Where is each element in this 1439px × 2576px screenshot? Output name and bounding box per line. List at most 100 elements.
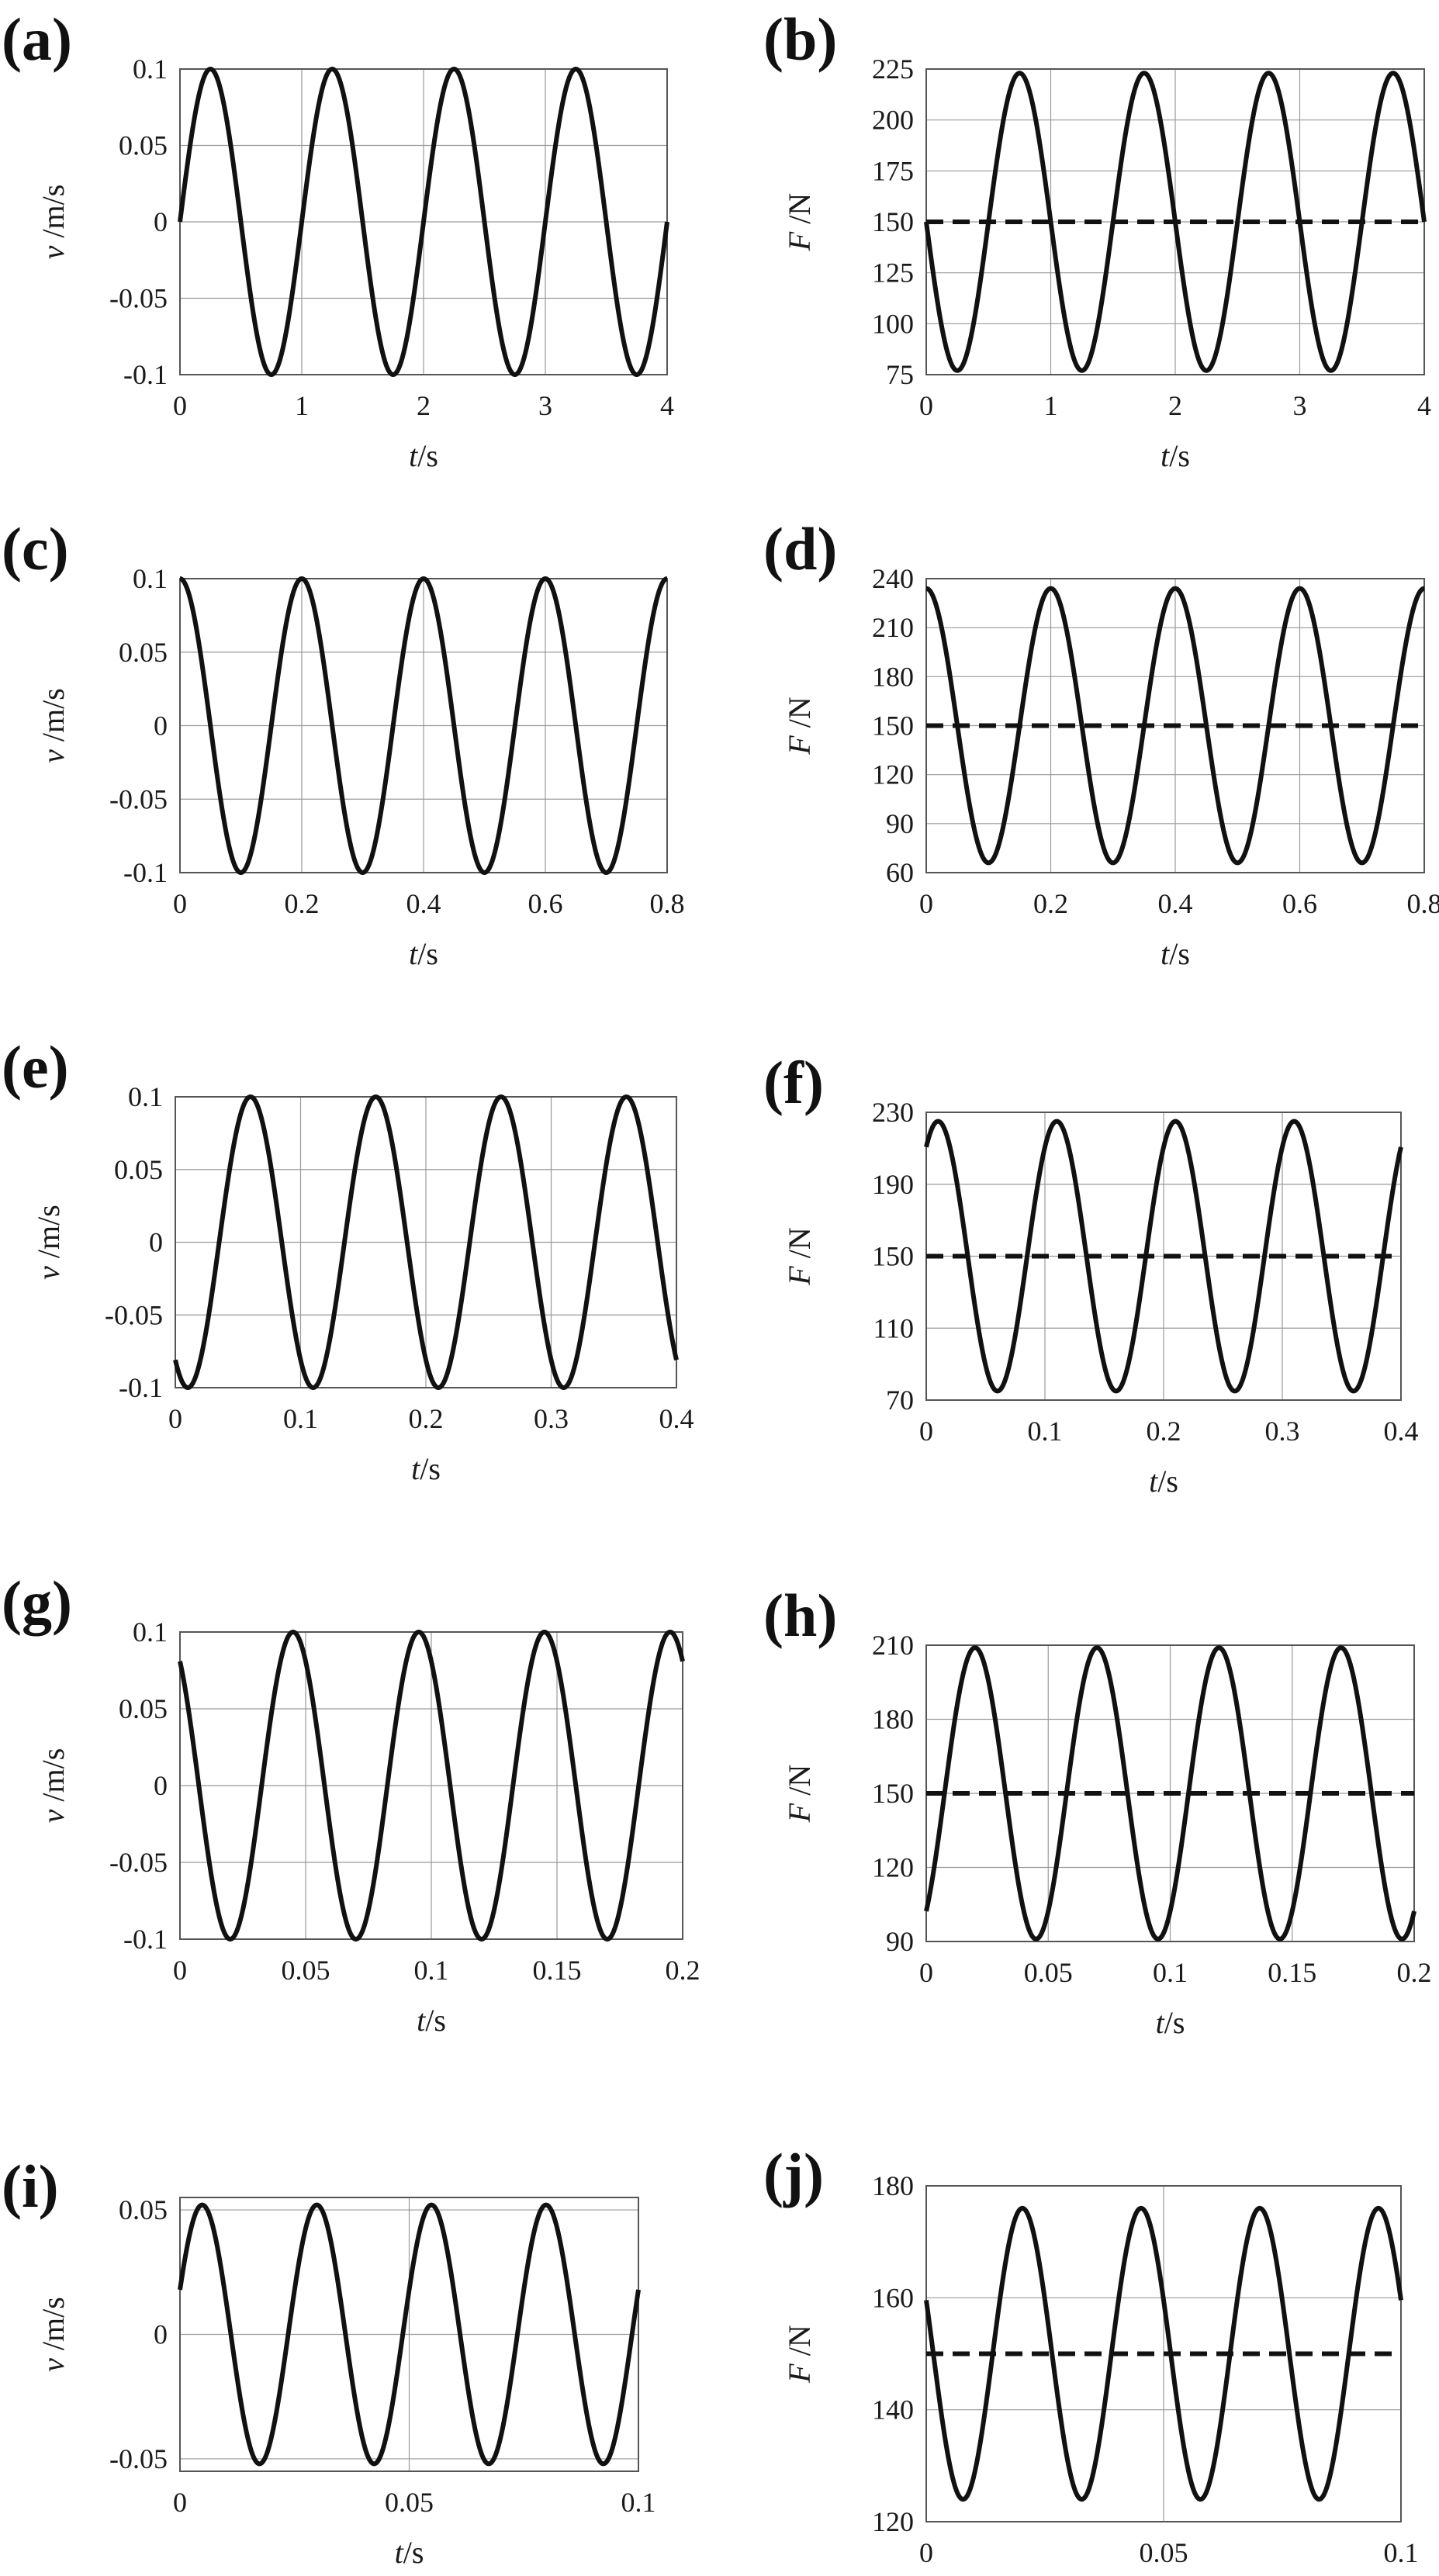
x-tick-label: 0.15 [533,1955,582,1986]
series-waveform [178,2202,641,2467]
y-tick-label: -0.05 [105,1299,163,1330]
chart-panel-a: 0 1 2 3 4 0.1 0.05 0 -0.05 -0.1 t/s v /m/s (a) [2,5,674,473]
y-tick-label: 0.05 [119,1693,168,1724]
x-axis-title: t/s [409,936,438,971]
y-tick-label: 90 [886,808,914,839]
y-tick-label: 120 [872,2506,914,2537]
series-waveform [924,2205,1403,2502]
y-tick-label: 175 [872,155,914,186]
y-tick-label: -0.1 [119,1372,163,1403]
y-tick-label: 180 [872,1704,914,1735]
x-axis-title: t/s [1161,438,1190,473]
y-axis-title: v /m/s [36,1748,71,1824]
panel-label: (d) [763,515,837,583]
x-tick-label: 0.2 [1033,888,1068,919]
panel-label: (i) [2,2152,59,2220]
y-tick-label: 240 [872,563,914,594]
x-tick-label: 0.05 [1140,2537,1188,2568]
x-tick-label: 0 [173,1955,187,1986]
y-tick-label: -0.05 [109,2443,168,2474]
panel-label: (e) [2,1033,69,1101]
chart-panel-i: 0 0.05 0.10.050-0.05t/sv /m/s(i) [2,2152,656,2570]
x-tick-label: 0 [919,1416,933,1447]
y-tick-label: 0 [149,1227,163,1258]
x-tick-label: 0.3 [534,1403,569,1434]
x-tick-label: 0.1 [1384,2537,1419,2568]
chart-panel-h: 0 0.05 0.1 0.15 0.2 210 180 150 120 90 t/s F /N (h) [763,1582,1432,2040]
x-axis-title: t/s [1156,2005,1185,2040]
y-tick-label: 200 [872,105,914,136]
y-tick-label: 125 [872,258,914,289]
x-tick-label: 0.2 [1147,1416,1181,1447]
y-tick-label: 0.1 [128,1081,163,1112]
x-axis-title: t/s [1149,1464,1178,1499]
panel-label: (a) [2,5,72,73]
x-tick-label: 2 [1168,390,1182,421]
y-tick-label: 110 [873,1312,914,1343]
y-tick-label: 75 [886,359,914,390]
y-tick-label: 160 [872,2282,914,2313]
x-tick-label: 0.2 [1397,1957,1432,1988]
y-tick-label: -0.1 [123,857,168,888]
y-tick-label: 0 [154,1770,168,1801]
chart-panel-g: 0 0.05 0.1 0.15 0.2 0.1 0.05 0 -0.05 -0.1 t/s v /m/… [2,1568,700,2038]
y-tick-label: 0.05 [119,130,168,161]
y-tick-label: 70 [886,1385,914,1416]
series-waveform [178,576,669,875]
x-tick-label: 0.15 [1268,1957,1316,1988]
x-tick-label: 0.4 [406,888,441,919]
y-tick-label: -0.05 [109,1847,168,1878]
y-tick-label: 180 [872,661,914,692]
plot-frame [179,2197,639,2472]
x-tick-label: 1 [1044,390,1058,421]
x-tick-label: 0.6 [1282,888,1317,919]
x-tick-label: 4 [660,390,674,421]
y-axis-title: F /N [782,193,817,251]
y-tick-label: 90 [886,1926,914,1957]
y-tick-label: 190 [872,1169,914,1200]
panel-label: (j) [763,2141,824,2208]
x-tick-label: 0 [919,888,933,919]
x-tick-label: 4 [1417,390,1431,421]
panel-label: (g) [2,1568,72,1636]
x-tick-label: 0.6 [528,888,563,919]
y-tick-label: 210 [872,1630,914,1661]
x-axis-title: t/s [395,2535,424,2570]
x-tick-label: 0.8 [650,888,685,919]
y-axis-title: F /N [782,1227,817,1285]
y-tick-label: 0.1 [133,54,168,85]
series-waveform [924,1119,1403,1394]
y-tick-label: 150 [872,1778,914,1809]
x-tick-label: 0.2 [285,888,320,919]
y-tick-label: 210 [872,612,914,643]
series-waveform [924,1645,1417,1942]
x-tick-label: 0.4 [1384,1416,1419,1447]
y-tick-label: 0 [154,2319,168,2350]
y-tick-label: 150 [872,206,914,237]
x-tick-label: 2 [417,390,431,421]
x-tick-label: 0.1 [1153,1957,1188,1988]
chart-panel-b: 0 1 2 3 4 225 200 175 150 125 100 75 t/s F /N (b) [763,5,1431,473]
y-tick-label: -0.05 [109,783,168,814]
x-tick-label: 0.2 [409,1403,444,1434]
x-tick-label: 0 [919,1957,933,1988]
x-tick-label: 0.1 [1028,1416,1063,1447]
y-axis-title: F /N [782,697,817,755]
chart-panel-j: 00.050.1180160140120t/sF /N(j) [763,2141,1419,2568]
y-tick-label: 0.1 [133,563,168,594]
panel-label: (h) [763,1582,837,1649]
panel-label: (b) [763,5,837,73]
y-tick-label: -0.1 [123,1924,168,1955]
series-waveform [178,1630,685,1942]
x-tick-label: 0.1 [414,1955,449,1986]
x-axis-title: t/s [411,1451,441,1486]
y-tick-label: 150 [872,711,914,742]
x-tick-label: 0.8 [1407,888,1439,919]
x-tick-label: 0.4 [659,1403,694,1434]
x-tick-label: 3 [1293,390,1307,421]
x-tick-label: 0.3 [1265,1416,1300,1447]
y-axis-title: v /m/s [36,2297,71,2372]
chart-panel-c: 0 0.2 0.4 0.6 0.8 0.1 0.05 0 -0.05 -0.1 t/s v /m/s (… [2,515,685,971]
x-tick-label: 0.05 [282,1955,330,1986]
y-tick-label: 120 [872,759,914,790]
